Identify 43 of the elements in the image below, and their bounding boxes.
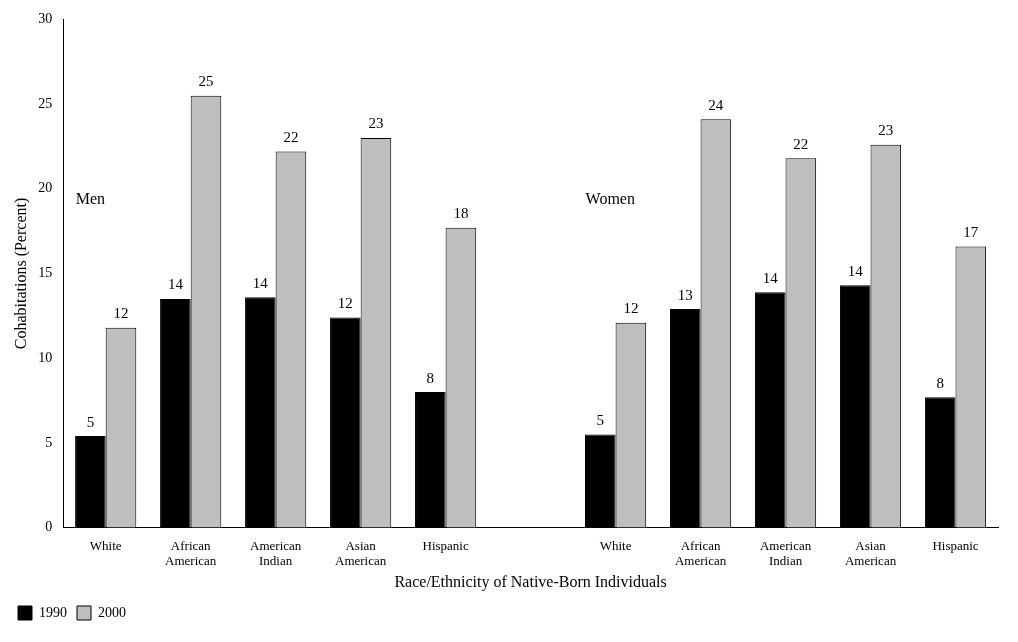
data-label: 14 xyxy=(762,269,779,286)
x-tick-label: African American xyxy=(674,537,727,569)
y-tick-label: 25 xyxy=(38,95,53,111)
legend-label: 1990 xyxy=(39,604,67,620)
y-tick-label: 10 xyxy=(38,349,53,365)
x-axis-title: Race/Ethnicity of Native-Born Individuals xyxy=(394,572,667,591)
x-tick-label: Asian American xyxy=(335,537,387,569)
y-axis-title: Cohabitations (Percent) xyxy=(11,197,30,350)
data-label: 14 xyxy=(847,262,864,279)
x-tick-label: White xyxy=(89,537,122,553)
data-label: 24 xyxy=(708,96,724,113)
x-tick-label: African American xyxy=(165,537,217,569)
data-label: 17 xyxy=(963,223,979,240)
data-label: 23 xyxy=(878,122,894,139)
x-tick-label: American Indian xyxy=(759,537,812,569)
data-label: 5 xyxy=(86,413,95,430)
data-label: 23 xyxy=(368,115,384,132)
x-tick-label: Hispanic xyxy=(422,537,469,553)
data-label: 14 xyxy=(167,276,184,293)
data-label: 12 xyxy=(623,300,639,317)
y-tick-label: 20 xyxy=(38,180,53,196)
data-label: 22 xyxy=(283,128,299,145)
data-label: 12 xyxy=(113,305,129,322)
y-tick-label: 30 xyxy=(38,11,53,27)
y-tick-label: 5 xyxy=(45,434,53,450)
data-label: 12 xyxy=(337,294,353,311)
data-label: 14 xyxy=(252,274,269,291)
data-label: 18 xyxy=(453,205,469,222)
data-label: 13 xyxy=(677,286,693,303)
y-tick-label: 0 xyxy=(45,519,53,535)
data-label: 8 xyxy=(426,369,435,386)
data-label: 22 xyxy=(793,135,809,152)
annotation: Men xyxy=(75,189,106,207)
x-tick-label: White xyxy=(599,537,632,553)
annotation: Women xyxy=(585,189,635,207)
legend-label: 2000 xyxy=(98,604,126,620)
data-label: 8 xyxy=(936,374,944,391)
data-label: 25 xyxy=(198,73,214,90)
x-tick-label: Asian American xyxy=(844,537,897,569)
data-label: 5 xyxy=(596,411,605,428)
x-tick-label: American Indian xyxy=(250,537,302,569)
x-tick-label: Hispanic xyxy=(932,537,979,553)
y-tick-label: 15 xyxy=(38,265,53,281)
